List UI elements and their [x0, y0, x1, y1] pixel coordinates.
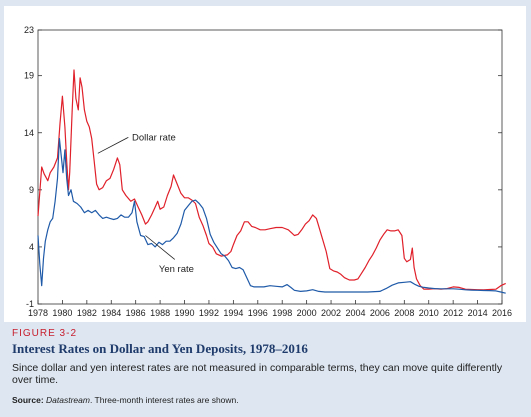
x-tick-label: 1992: [199, 308, 219, 318]
x-tick-label: 1980: [52, 308, 72, 318]
yen-rate-label: Yen rate: [159, 264, 194, 275]
x-tick-label: 2006: [370, 308, 390, 318]
plot-area-frame: [37, 29, 503, 305]
x-tick-label: 2004: [345, 308, 365, 318]
figure-title: Interest Rates on Dollar and Yen Deposit…: [12, 341, 308, 356]
y-tick-label: -1: [26, 299, 34, 309]
x-tick-label: 1994: [223, 308, 243, 318]
x-tick-label: 2014: [468, 308, 488, 318]
x-tick-label: 1982: [77, 308, 97, 318]
y-tick-label: 9: [29, 185, 34, 195]
x-tick-label: 2016: [492, 308, 512, 318]
yen-rate-pointer: [145, 235, 176, 260]
source-name: Datastream: [46, 395, 90, 405]
x-tick-label: 2002: [321, 308, 341, 318]
y-tick-label: 4: [29, 242, 34, 252]
x-tick-label: 1996: [248, 308, 268, 318]
x-tick-label: 1986: [126, 308, 146, 318]
figure-description: Since dollar and yen interest rates are …: [12, 362, 503, 386]
x-tick-label: 2012: [443, 308, 463, 318]
x-tick-label: 2010: [419, 308, 439, 318]
figure-source: Source: Datastream. Three-month interest…: [12, 395, 522, 405]
dollar-rate-label: Dollar rate: [132, 132, 176, 143]
y-tick-label: 14: [24, 128, 34, 138]
figure-caption: FIGURE 3-2 Interest Rates on Dollar and …: [12, 328, 522, 405]
source-label: Source:: [12, 395, 44, 405]
dollar-rate-pointer: [97, 136, 129, 154]
y-tick-label: 23: [24, 25, 34, 35]
dollar-rate-line: [37, 69, 506, 291]
x-tick-label: 1984: [101, 308, 121, 318]
chart-panel: -1 4 9 14 19 23 1978 1980 1982 1984 1986 1988 1990 1…: [4, 6, 526, 322]
y-tick-label: 19: [24, 71, 34, 81]
x-tick-label: 1988: [150, 308, 170, 318]
x-tick-label: 1998: [272, 308, 292, 318]
yen-rate-line: [37, 137, 506, 294]
series-lines: [37, 69, 506, 294]
source-note: . Three-month interest rates are shown.: [89, 395, 239, 405]
x-tick-label: 1990: [175, 308, 195, 318]
figure-label: FIGURE 3-2: [12, 328, 78, 339]
x-tick-label: 1978: [28, 308, 48, 318]
annotations: Dollar rate Yen rate: [97, 132, 194, 275]
x-axis: 1978 1980 1982 1984 1986 1988 1990 1992 1994 1996…: [28, 300, 512, 318]
x-tick-label: 2000: [297, 308, 317, 318]
x-tick-label: 2008: [394, 308, 414, 318]
